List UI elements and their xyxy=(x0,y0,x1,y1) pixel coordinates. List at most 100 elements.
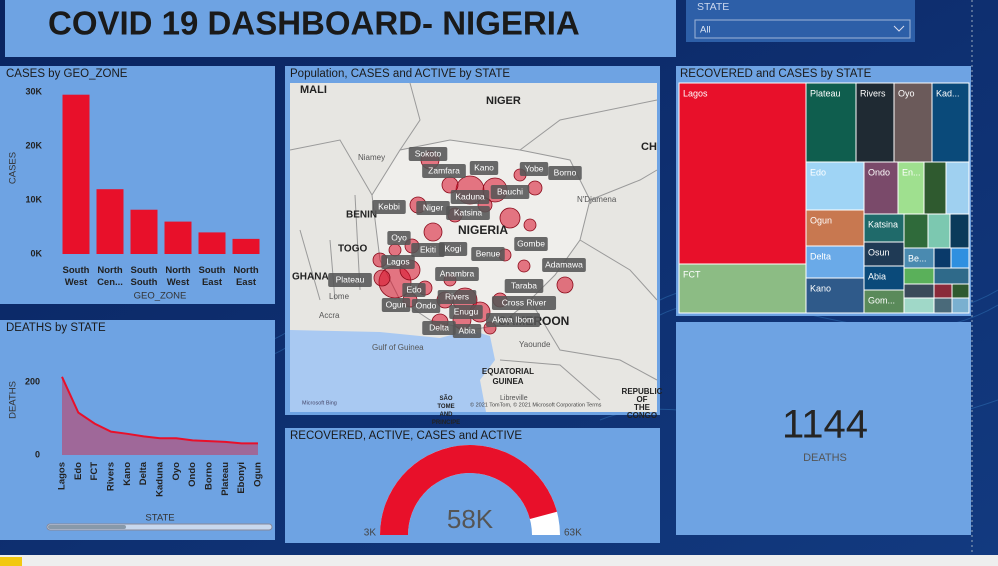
state-label: Kaduna xyxy=(455,191,485,201)
map-border xyxy=(579,239,658,301)
map-attribution: Microsoft Bing xyxy=(302,400,337,406)
treemap-cell xyxy=(805,245,865,279)
title-panel xyxy=(5,0,676,57)
state-label-box xyxy=(402,283,426,297)
map-place-label: BENIN xyxy=(346,210,377,221)
card-panel xyxy=(676,322,971,535)
treemap-cell xyxy=(863,213,905,243)
x-tick-label: Rivers xyxy=(106,462,117,491)
x-tick-label: North Cen... xyxy=(97,265,123,288)
card-value: 1144 xyxy=(782,403,868,447)
state-label: Yobe xyxy=(524,163,543,173)
treemap-label: En... xyxy=(902,167,921,177)
treemap-cell xyxy=(805,209,865,247)
map-border xyxy=(519,99,658,151)
treemap-cell xyxy=(933,267,970,285)
x-tick-label: Delta xyxy=(138,461,149,485)
treemap-cell xyxy=(805,161,865,211)
bar xyxy=(130,209,158,254)
treemap-label: Katsina xyxy=(868,219,898,229)
gauge-max-label: 63K xyxy=(564,528,582,539)
treemap-cell xyxy=(933,297,953,314)
status-bar xyxy=(0,555,998,566)
state-label-box xyxy=(387,231,411,245)
x-tick-label: Lagos xyxy=(57,462,68,490)
y-tick-label: 20K xyxy=(25,140,42,150)
x-tick-label: Borno xyxy=(203,462,214,490)
treemap-cell xyxy=(903,267,935,285)
state-label-box xyxy=(504,279,544,293)
state-label: Zamfara xyxy=(428,165,460,175)
treemap-label: Lagos xyxy=(683,88,708,98)
treemap-label: Gom... xyxy=(868,295,895,305)
state-label: Rivers xyxy=(445,291,469,301)
x-tick-label: South West xyxy=(63,265,90,288)
state-label: Oyo xyxy=(391,232,407,242)
state-label-box xyxy=(422,321,456,335)
treemap-cell xyxy=(951,283,970,299)
treemap-label: Kad... xyxy=(936,88,960,98)
state-label-box xyxy=(514,237,548,251)
state-label-box xyxy=(422,164,466,178)
x-tick-label: Plateau xyxy=(220,462,231,496)
state-label: Kogi xyxy=(444,243,461,253)
treemap-cell xyxy=(863,241,905,267)
state-label: Taraba xyxy=(511,280,537,290)
treemap-cell xyxy=(903,297,935,314)
treemap-cell xyxy=(903,283,935,299)
state-label-box xyxy=(372,200,406,214)
state-label-box xyxy=(452,324,482,338)
state-label-box xyxy=(438,242,468,256)
dashboard-title: COVID 19 DASHBOARD- NIGERIA xyxy=(48,5,580,42)
map-sea xyxy=(290,330,495,412)
state-label: Gombe xyxy=(517,238,545,248)
slicer-dropdown[interactable] xyxy=(694,19,911,39)
map-place-label: EQUATORIAL GUINEA xyxy=(482,367,534,386)
state-label: Plateau xyxy=(336,274,365,284)
treemap-label: Be... xyxy=(908,253,927,263)
status-icon xyxy=(0,557,22,566)
treemap-cell xyxy=(805,277,865,314)
treemap-label: Delta xyxy=(810,251,831,261)
map-border xyxy=(529,299,658,381)
state-label: Ogun xyxy=(386,299,407,309)
y-axis-label: DEATHS xyxy=(8,381,19,419)
treemap-cell xyxy=(927,213,951,249)
y-axis-label: CASES xyxy=(8,152,19,184)
chart-title: RECOVERED and CASES by STATE xyxy=(680,68,872,80)
treemap-cell xyxy=(923,161,947,215)
slicer-label: STATE xyxy=(697,1,729,13)
treemap-cell xyxy=(951,297,970,314)
bar xyxy=(164,221,192,254)
y-tick-label: 0K xyxy=(30,248,42,258)
area-panel xyxy=(0,320,275,540)
state-label: Sokoto xyxy=(415,148,442,158)
chart-title: RECOVERED, ACTIVE, CASES and ACTIVE xyxy=(290,430,522,442)
state-label: Enugu xyxy=(454,306,479,316)
state-label: Borno xyxy=(554,167,577,177)
bar xyxy=(62,94,90,254)
map-place-label: Libreville xyxy=(500,395,528,402)
map-bubble xyxy=(527,180,543,196)
map-place-label: NIGER xyxy=(486,95,521,107)
state-label-box xyxy=(450,190,490,204)
state-label-box xyxy=(486,313,540,327)
state-label-box xyxy=(469,161,499,175)
x-tick-label: Edo xyxy=(73,462,84,480)
state-label-box xyxy=(548,166,582,180)
state-label-box xyxy=(449,305,483,319)
treemap-label: Ogun xyxy=(810,215,832,225)
map-place-label: N'Djamena xyxy=(577,195,617,204)
map-place-label: CH xyxy=(641,141,657,153)
map-place-label: TOGO xyxy=(338,244,367,255)
map-place-label: GHANA xyxy=(292,272,329,283)
treemap-label: Ondo xyxy=(868,167,890,177)
state-label: Cross River xyxy=(502,297,547,307)
state-label-box xyxy=(437,290,477,304)
bar-panel xyxy=(0,66,275,304)
x-tick-label: North East xyxy=(233,265,259,288)
map: MALI NIGER CH Niamey BENIN TOGO GHANA NIGERIA Lo… xyxy=(289,82,663,426)
state-label: Anambra xyxy=(440,268,475,278)
map-border xyxy=(329,239,336,301)
